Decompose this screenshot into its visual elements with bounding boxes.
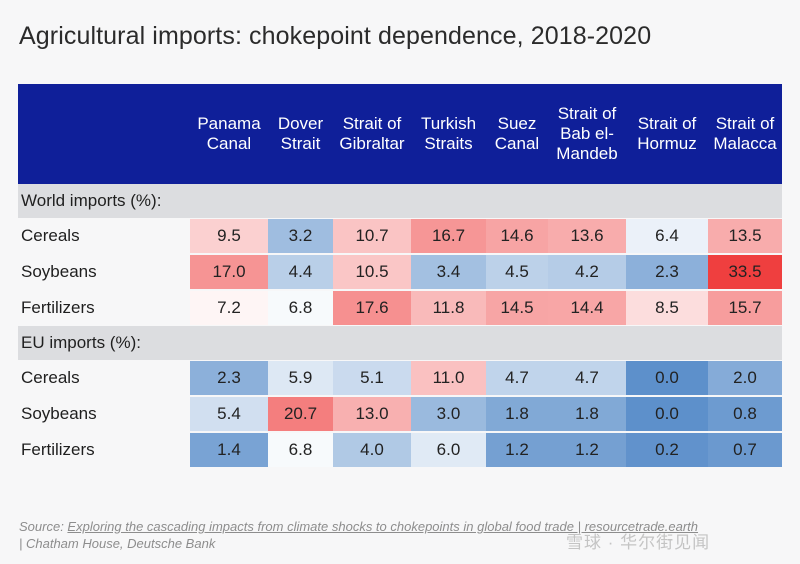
column-header: Strait of Hormuz bbox=[637, 114, 697, 153]
data-cell: 5.1 bbox=[333, 361, 411, 395]
chokepoint-table: Panama Canal Dover Strait Strait of Gibral… bbox=[18, 84, 782, 468]
data-cell: 7.2 bbox=[190, 291, 268, 325]
data-cell: 0.0 bbox=[626, 361, 708, 395]
row-label: Fertilizers bbox=[21, 298, 95, 317]
row-label: Soybeans bbox=[21, 262, 97, 281]
row-label: Fertilizers bbox=[21, 440, 95, 459]
source-note: Source: Exploring the cascading impacts … bbox=[19, 518, 699, 552]
column-header: Dover Strait bbox=[277, 114, 324, 153]
table-row: Fertilizers 1.4 6.8 4.0 6.0 1.2 1.2 0.2 0.7 bbox=[18, 432, 782, 468]
data-cell: 3.4 bbox=[411, 255, 486, 289]
data-cell: 14.4 bbox=[548, 291, 626, 325]
data-cell: 10.5 bbox=[333, 255, 411, 289]
column-header: Strait of Bab el- Mandeb bbox=[556, 104, 618, 163]
data-cell: 4.0 bbox=[333, 433, 411, 467]
column-header: Turkish Straits bbox=[420, 114, 477, 153]
source-suffix: | Chatham House, Deutsche Bank bbox=[19, 536, 216, 551]
data-cell: 1.4 bbox=[190, 433, 268, 467]
data-cell: 3.0 bbox=[411, 397, 486, 431]
column-header: Panama Canal bbox=[197, 114, 261, 153]
section-header: World imports (%): bbox=[18, 184, 782, 218]
table-row: Cereals 9.5 3.2 10.7 16.7 14.6 13.6 6.4 13.5 bbox=[18, 218, 782, 254]
data-cell: 5.9 bbox=[268, 361, 333, 395]
data-cell: 0.0 bbox=[626, 397, 708, 431]
table-row: Cereals 2.3 5.9 5.1 11.0 4.7 4.7 0.0 2.0 bbox=[18, 360, 782, 396]
data-cell: 17.6 bbox=[333, 291, 411, 325]
data-cell: 16.7 bbox=[411, 219, 486, 253]
table-row: Fertilizers 7.2 6.8 17.6 11.8 14.5 14.4 8.5 15.7 bbox=[18, 290, 782, 326]
data-cell: 15.7 bbox=[708, 291, 782, 325]
data-cell: 4.2 bbox=[548, 255, 626, 289]
row-label: Cereals bbox=[21, 368, 80, 387]
data-cell: 6.0 bbox=[411, 433, 486, 467]
row-label: Cereals bbox=[21, 226, 80, 245]
table-row: Soybeans 17.0 4.4 10.5 3.4 4.5 4.2 2.3 33.5 bbox=[18, 254, 782, 290]
data-cell: 1.8 bbox=[486, 397, 548, 431]
column-header: Suez Canal bbox=[494, 114, 540, 153]
column-header: Strait of Gibraltar bbox=[339, 114, 405, 153]
data-cell: 6.8 bbox=[268, 433, 333, 467]
row-label: Soybeans bbox=[21, 404, 97, 423]
data-cell: 17.0 bbox=[190, 255, 268, 289]
chart-title: Agricultural imports: chokepoint depende… bbox=[19, 22, 652, 50]
data-cell: 2.3 bbox=[626, 255, 708, 289]
data-cell: 4.7 bbox=[548, 361, 626, 395]
data-cell: 2.0 bbox=[708, 361, 782, 395]
data-cell: 1.8 bbox=[548, 397, 626, 431]
data-cell: 11.0 bbox=[411, 361, 486, 395]
table-header: Panama Canal Dover Strait Strait of Gibral… bbox=[18, 84, 782, 184]
table-body: World imports (%): Cereals 9.5 3.2 10.7 16.7 1… bbox=[18, 184, 782, 468]
data-cell: 10.7 bbox=[333, 219, 411, 253]
data-cell: 13.0 bbox=[333, 397, 411, 431]
data-cell: 0.2 bbox=[626, 433, 708, 467]
data-cell: 13.5 bbox=[708, 219, 782, 253]
data-cell: 4.4 bbox=[268, 255, 333, 289]
source-prefix: Source: bbox=[19, 519, 68, 534]
data-cell: 9.5 bbox=[190, 219, 268, 253]
data-cell: 14.5 bbox=[486, 291, 548, 325]
data-cell: 6.4 bbox=[626, 219, 708, 253]
data-cell: 6.8 bbox=[268, 291, 333, 325]
data-cell: 5.4 bbox=[190, 397, 268, 431]
watermark: 雪球 · 华尔街见闻 bbox=[566, 533, 711, 552]
data-cell: 8.5 bbox=[626, 291, 708, 325]
data-cell: 4.5 bbox=[486, 255, 548, 289]
source-link[interactable]: Exploring the cascading impacts from cli… bbox=[67, 519, 699, 534]
data-cell: 20.7 bbox=[268, 397, 333, 431]
data-cell: 33.5 bbox=[708, 255, 782, 289]
section-header: EU imports (%): bbox=[18, 326, 782, 360]
data-cell: 1.2 bbox=[486, 433, 548, 467]
table-row: Soybeans 5.4 20.7 13.0 3.0 1.8 1.8 0.0 0.8 bbox=[18, 396, 782, 432]
data-cell: 13.6 bbox=[548, 219, 626, 253]
data-cell: 1.2 bbox=[548, 433, 626, 467]
data-cell: 4.7 bbox=[486, 361, 548, 395]
data-cell: 11.8 bbox=[411, 291, 486, 325]
column-header: Strait of Malacca bbox=[713, 114, 777, 153]
data-cell: 0.8 bbox=[708, 397, 782, 431]
data-cell: 0.7 bbox=[708, 433, 782, 467]
data-cell: 3.2 bbox=[268, 219, 333, 253]
data-cell: 14.6 bbox=[486, 219, 548, 253]
data-cell: 2.3 bbox=[190, 361, 268, 395]
